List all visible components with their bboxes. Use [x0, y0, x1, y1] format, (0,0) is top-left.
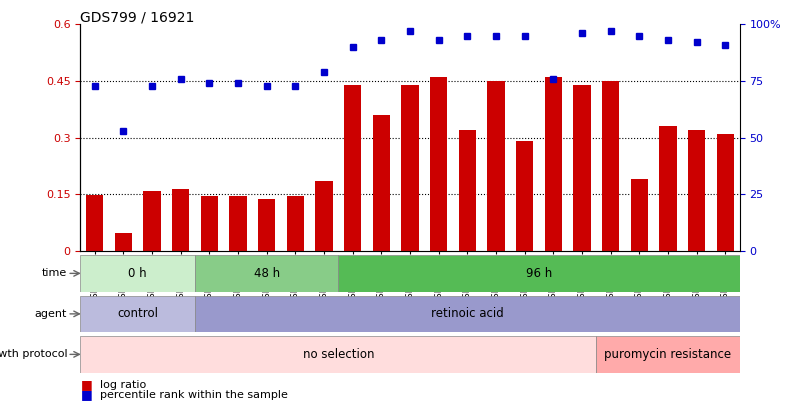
Text: 96 h: 96 h: [525, 267, 552, 280]
Bar: [715, 134, 733, 251]
Bar: [338, 255, 739, 292]
Text: log ratio: log ratio: [100, 380, 147, 390]
Bar: [201, 196, 218, 251]
Bar: [516, 141, 532, 251]
Bar: [573, 85, 590, 251]
Bar: [287, 196, 304, 251]
Bar: [658, 126, 676, 251]
Bar: [373, 115, 389, 251]
Bar: [596, 336, 739, 373]
Text: percentile rank within the sample: percentile rank within the sample: [100, 390, 288, 400]
Bar: [195, 296, 739, 332]
Text: control: control: [117, 307, 158, 320]
Bar: [544, 77, 561, 251]
Text: retinoic acid: retinoic acid: [430, 307, 503, 320]
Text: puromycin resistance: puromycin resistance: [604, 348, 731, 361]
Text: ■: ■: [80, 378, 92, 391]
Bar: [630, 179, 647, 251]
Bar: [115, 233, 132, 251]
Text: ■: ■: [80, 388, 92, 401]
Text: 48 h: 48 h: [253, 267, 279, 280]
Bar: [487, 81, 504, 251]
Bar: [459, 130, 475, 251]
Bar: [80, 255, 195, 292]
Text: 0 h: 0 h: [128, 267, 147, 280]
Bar: [687, 130, 704, 251]
Bar: [143, 191, 161, 251]
Bar: [86, 195, 104, 251]
Bar: [601, 81, 618, 251]
Bar: [401, 85, 418, 251]
Text: no selection: no selection: [302, 348, 373, 361]
Bar: [172, 189, 189, 251]
Text: agent: agent: [35, 309, 67, 319]
Text: GDS799 / 16921: GDS799 / 16921: [80, 10, 194, 24]
Text: time: time: [42, 269, 67, 278]
Bar: [315, 181, 332, 251]
Text: growth protocol: growth protocol: [0, 350, 67, 359]
Bar: [229, 196, 247, 251]
Bar: [258, 199, 275, 251]
Bar: [430, 77, 446, 251]
Bar: [80, 336, 596, 373]
Bar: [80, 296, 195, 332]
Bar: [195, 255, 338, 292]
Bar: [344, 85, 361, 251]
